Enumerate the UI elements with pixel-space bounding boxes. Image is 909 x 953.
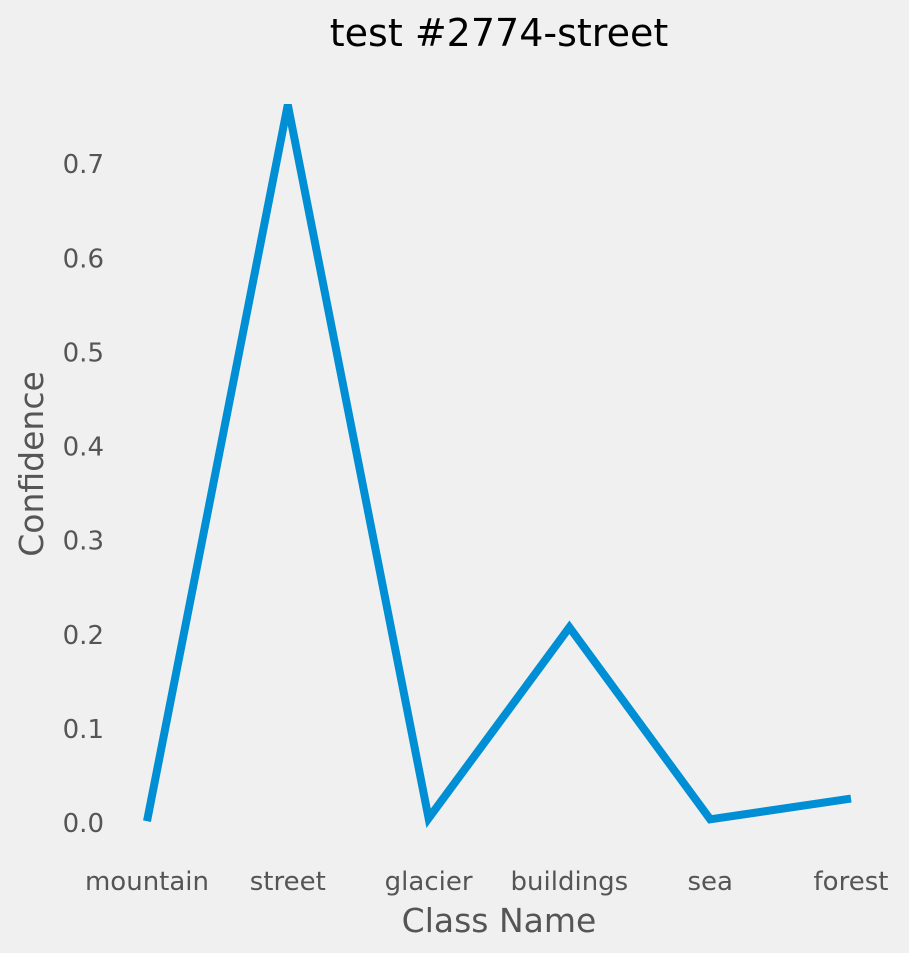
x-tick-label: glacier bbox=[385, 867, 473, 897]
x-axis-label: Class Name bbox=[402, 901, 597, 940]
y-tick-label: 0.2 bbox=[63, 621, 104, 651]
y-tick-label: 0.3 bbox=[63, 527, 104, 557]
y-axis-ticks: 0.0 0.1 0.2 0.3 0.4 0.5 0.6 0.7 bbox=[63, 150, 104, 839]
y-tick-label: 0.7 bbox=[63, 150, 104, 180]
x-tick-label: forest bbox=[814, 867, 889, 897]
y-tick-label: 0.1 bbox=[63, 715, 104, 745]
y-axis-label: Confidence bbox=[12, 371, 51, 557]
chart-title: test #2774-street bbox=[330, 11, 668, 55]
x-tick-label: sea bbox=[687, 867, 732, 897]
x-axis-ticks: mountain street glacier buildings sea forest bbox=[85, 867, 888, 897]
y-tick-label: 0.5 bbox=[63, 338, 104, 368]
series-layer bbox=[143, 104, 852, 828]
y-tick-label: 0.4 bbox=[63, 433, 104, 463]
x-tick-label: street bbox=[250, 867, 326, 897]
x-tick-label: buildings bbox=[511, 867, 629, 897]
x-tick-label: mountain bbox=[85, 867, 209, 897]
series-line bbox=[143, 104, 852, 828]
y-tick-label: 0.6 bbox=[63, 244, 104, 274]
y-tick-label: 0.0 bbox=[63, 809, 104, 839]
